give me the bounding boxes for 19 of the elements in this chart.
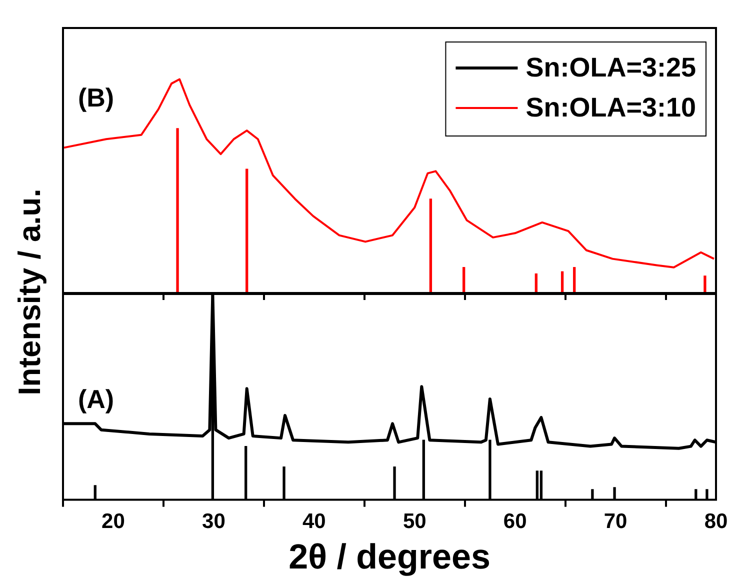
annotation: (B) [78, 82, 114, 113]
bar [246, 168, 248, 293]
x-tick-label: 80 [704, 510, 728, 534]
x-tick-label: 60 [503, 510, 527, 534]
bar [462, 267, 466, 293]
legend-label: Sn:OLA=3:10 [526, 92, 696, 122]
y-axis-title: Intensity / a.u. [12, 188, 48, 396]
x-tick-label: 20 [102, 510, 125, 534]
x-tick-label: 30 [202, 510, 226, 534]
x-axis-title: 2θ / degrees [288, 538, 490, 577]
bar [429, 198, 432, 293]
bar [704, 276, 706, 293]
bar [176, 128, 179, 293]
annotation: (A) [78, 384, 114, 414]
bar [573, 267, 576, 293]
x-tick-label: 40 [302, 510, 326, 534]
text: Sn:OLA=3:25 [526, 52, 696, 82]
x-tick-label: 50 [402, 510, 426, 534]
x-tick-label: 70 [604, 510, 628, 534]
